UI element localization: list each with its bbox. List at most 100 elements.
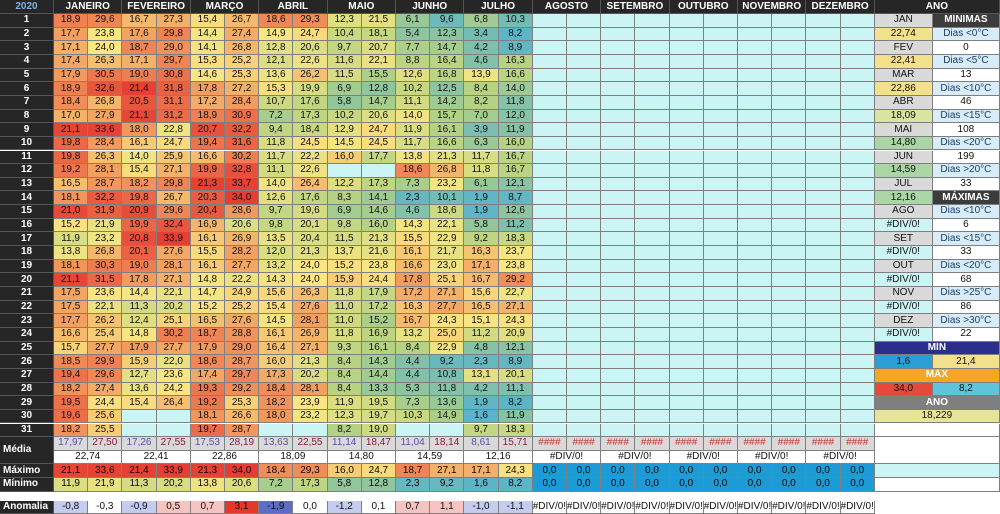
temp-cell[interactable] [601, 300, 636, 315]
temp-cell[interactable]: 31,6 [225, 136, 260, 151]
month-average[interactable]: 22,41 [122, 450, 191, 465]
temp-cell[interactable]: 22,1 [361, 54, 396, 69]
media-cell[interactable]: 11,14 [327, 437, 362, 451]
temp-cell[interactable] [567, 68, 602, 83]
temp-cell[interactable] [703, 409, 738, 424]
temp-cell[interactable] [601, 95, 636, 110]
temp-cell[interactable]: 4,6 [464, 54, 499, 69]
temp-cell[interactable]: 10,3 [498, 14, 533, 28]
media-cell[interactable]: 22,55 [293, 437, 328, 451]
temp-cell[interactable] [806, 95, 841, 110]
month-average[interactable]: #DIV/0! [601, 450, 670, 465]
temp-cell[interactable]: 19,0 [122, 68, 157, 83]
maximo-cell[interactable]: 17,1 [464, 464, 499, 479]
temp-cell[interactable]: 32,2 [88, 191, 123, 206]
temp-cell[interactable]: 8,4 [327, 355, 362, 369]
temp-cell[interactable] [635, 136, 670, 151]
temp-cell[interactable] [772, 287, 807, 301]
temp-cell[interactable] [669, 341, 704, 356]
temp-cell[interactable]: 9,2 [464, 232, 499, 247]
maximo-cell[interactable]: 0,0 [703, 464, 738, 479]
month-header-6[interactable]: JULHO [464, 0, 533, 14]
temp-cell[interactable]: 30,8 [156, 68, 191, 83]
temp-cell[interactable] [601, 191, 636, 206]
temp-cell[interactable]: 17,6 [122, 27, 157, 42]
temp-cell[interactable] [738, 341, 773, 356]
temp-cell[interactable]: 21,1 [54, 123, 89, 137]
temp-cell[interactable]: 16,1 [430, 123, 465, 137]
media-cell[interactable]: #### [601, 437, 636, 451]
temp-cell[interactable] [532, 327, 567, 342]
temp-cell[interactable]: 4,2 [464, 41, 499, 55]
temp-cell[interactable]: 16,7 [498, 150, 533, 165]
temp-cell[interactable]: 32,2 [225, 123, 260, 137]
temp-cell[interactable] [738, 273, 773, 287]
month-average[interactable]: #DIV/0! [669, 450, 738, 465]
temp-cell[interactable]: 16,3 [396, 300, 431, 315]
temp-cell[interactable] [772, 259, 807, 274]
temp-cell[interactable]: 10,8 [430, 368, 465, 383]
temp-cell[interactable]: 19,5 [361, 396, 396, 410]
temp-cell[interactable]: 16,4 [259, 341, 294, 356]
temp-cell[interactable]: 19,7 [361, 409, 396, 424]
temp-cell[interactable] [703, 177, 738, 192]
temp-cell[interactable]: 3,9 [464, 123, 499, 137]
temp-cell[interactable] [772, 382, 807, 397]
temp-cell[interactable] [601, 27, 636, 42]
temp-cell[interactable]: 27,6 [225, 314, 260, 328]
temp-cell[interactable] [669, 191, 704, 206]
temp-cell[interactable]: 14,0 [122, 150, 157, 165]
temp-cell[interactable] [738, 82, 773, 96]
temp-cell[interactable]: 26,8 [430, 164, 465, 178]
temp-cell[interactable] [772, 218, 807, 233]
temp-cell[interactable]: 12,6 [396, 68, 431, 83]
temp-cell[interactable] [567, 232, 602, 247]
temp-cell[interactable] [361, 164, 396, 178]
temp-cell[interactable]: 16,7 [498, 164, 533, 178]
temp-cell[interactable]: 17,9 [122, 341, 157, 356]
temp-cell[interactable] [601, 136, 636, 151]
temp-cell[interactable]: 12,3 [327, 14, 362, 28]
temp-cell[interactable] [772, 191, 807, 206]
temp-cell[interactable]: 27,6 [293, 300, 328, 315]
anomalia-cell[interactable]: -1,1 [498, 500, 533, 514]
temp-cell[interactable]: 9,8 [259, 218, 294, 233]
temp-cell[interactable] [635, 300, 670, 315]
temp-cell[interactable] [601, 409, 636, 424]
minimo-cell[interactable]: 0,0 [703, 478, 738, 492]
temp-cell[interactable]: 17,1 [54, 41, 89, 55]
temp-cell[interactable] [635, 82, 670, 96]
temp-cell[interactable]: 15,9 [327, 273, 362, 287]
temp-cell[interactable]: 20,7 [190, 123, 225, 137]
temp-cell[interactable] [567, 314, 602, 328]
temp-cell[interactable]: 14,5 [327, 136, 362, 151]
temp-cell[interactable]: 17,5 [54, 287, 89, 301]
temp-cell[interactable]: 26,4 [293, 177, 328, 192]
temp-cell[interactable]: 18,6 [430, 205, 465, 219]
month-header-1[interactable]: FEVEREIRO [122, 0, 191, 14]
temp-cell[interactable]: 17,6 [293, 95, 328, 110]
temp-cell[interactable] [635, 191, 670, 206]
temp-cell[interactable] [532, 232, 567, 247]
temp-cell[interactable]: 14,3 [396, 218, 431, 233]
temp-cell[interactable] [738, 41, 773, 55]
temp-cell[interactable]: 18,2 [54, 382, 89, 397]
temp-cell[interactable] [669, 54, 704, 69]
temp-cell[interactable] [840, 54, 875, 69]
temp-cell[interactable]: 26,2 [293, 68, 328, 83]
temp-cell[interactable]: 16,6 [396, 259, 431, 274]
temp-cell[interactable] [601, 41, 636, 55]
temp-cell[interactable]: 12,6 [259, 191, 294, 206]
temp-cell[interactable] [703, 205, 738, 219]
temp-cell[interactable]: 17,0 [54, 109, 89, 124]
temp-cell[interactable]: 22,7 [498, 287, 533, 301]
temp-cell[interactable]: 16,0 [498, 136, 533, 151]
temp-cell[interactable] [703, 150, 738, 165]
temp-cell[interactable] [772, 95, 807, 110]
maximo-cell[interactable]: 0,0 [532, 464, 567, 479]
temp-cell[interactable]: 11,8 [259, 136, 294, 151]
temp-cell[interactable] [669, 396, 704, 410]
temp-cell[interactable]: 14,4 [190, 27, 225, 42]
temp-cell[interactable]: 11,8 [430, 382, 465, 397]
temp-cell[interactable]: 28,1 [156, 259, 191, 274]
